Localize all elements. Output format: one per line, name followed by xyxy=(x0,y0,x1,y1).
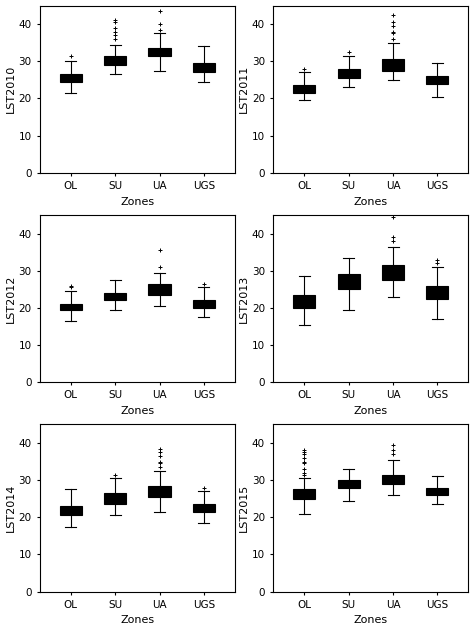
PathPatch shape xyxy=(193,504,215,512)
X-axis label: Zones: Zones xyxy=(120,197,155,206)
X-axis label: Zones: Zones xyxy=(354,406,388,416)
PathPatch shape xyxy=(60,74,82,82)
X-axis label: Zones: Zones xyxy=(354,197,388,206)
PathPatch shape xyxy=(148,486,171,497)
PathPatch shape xyxy=(148,284,171,295)
PathPatch shape xyxy=(382,475,404,484)
PathPatch shape xyxy=(293,490,316,498)
PathPatch shape xyxy=(104,293,126,300)
PathPatch shape xyxy=(104,493,126,504)
PathPatch shape xyxy=(382,59,404,71)
PathPatch shape xyxy=(193,300,215,308)
Y-axis label: LST2013: LST2013 xyxy=(239,274,249,322)
Y-axis label: LST2011: LST2011 xyxy=(239,65,249,114)
PathPatch shape xyxy=(337,274,360,289)
PathPatch shape xyxy=(293,295,316,308)
Y-axis label: LST2012: LST2012 xyxy=(6,274,16,322)
PathPatch shape xyxy=(426,76,448,83)
PathPatch shape xyxy=(104,56,126,65)
PathPatch shape xyxy=(60,506,82,516)
PathPatch shape xyxy=(193,63,215,73)
PathPatch shape xyxy=(337,480,360,488)
X-axis label: Zones: Zones xyxy=(120,615,155,625)
PathPatch shape xyxy=(382,265,404,280)
Y-axis label: LST2014: LST2014 xyxy=(6,484,16,532)
X-axis label: Zones: Zones xyxy=(120,406,155,416)
Y-axis label: LST2015: LST2015 xyxy=(239,484,249,532)
X-axis label: Zones: Zones xyxy=(354,615,388,625)
Y-axis label: LST2010: LST2010 xyxy=(6,65,16,114)
PathPatch shape xyxy=(426,286,448,298)
PathPatch shape xyxy=(293,85,316,93)
PathPatch shape xyxy=(60,304,82,310)
PathPatch shape xyxy=(148,49,171,56)
PathPatch shape xyxy=(426,488,448,495)
PathPatch shape xyxy=(337,69,360,78)
